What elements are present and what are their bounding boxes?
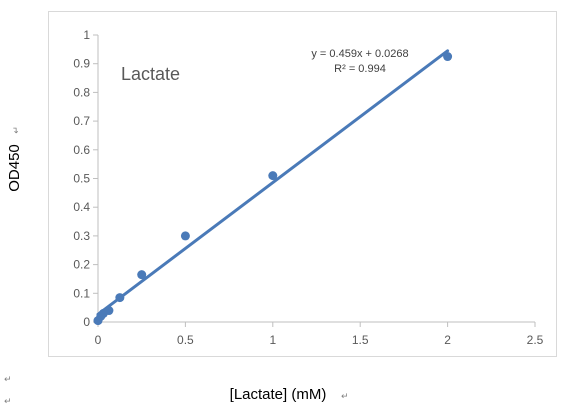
data-point xyxy=(443,52,453,62)
x-tick-label: 2 xyxy=(444,333,451,347)
data-point xyxy=(268,171,278,181)
paragraph-mark-1: ↵ xyxy=(4,375,12,385)
chart-title: Lactate xyxy=(121,64,180,84)
y-axis-title-mark: ↵ xyxy=(12,126,22,134)
data-points xyxy=(93,52,453,326)
x-tick-label: 0.5 xyxy=(177,333,194,347)
y-axis-ticks: 0 0.1 0.2 0.3 0.4 0.5 0.6 0.7 0.8 0.9 1 xyxy=(73,28,98,329)
y-tick-label: 0.6 xyxy=(73,143,90,157)
paragraph-mark-2: ↵ xyxy=(4,397,12,406)
y-tick-label: 0.3 xyxy=(73,229,90,243)
x-tick-label: 0 xyxy=(95,333,102,347)
x-tick-label: 1.5 xyxy=(352,333,369,347)
x-axis-title: [Lactate] (mM) xyxy=(230,386,327,403)
y-tick-label: 0.1 xyxy=(73,286,90,300)
y-tick-label: 0.2 xyxy=(73,258,90,272)
x-tick-label: 2.5 xyxy=(527,333,544,347)
trendline-equation: y = 0.459x + 0.0268 xyxy=(311,48,408,60)
y-axis-title: OD450 xyxy=(6,144,23,192)
data-point xyxy=(180,231,190,241)
chart-area-frame xyxy=(48,11,557,357)
data-point xyxy=(104,306,114,316)
x-axis-ticks: 0 0.5 1 1.5 2 2.5 xyxy=(95,322,544,347)
x-axis-title-mark: ↵ xyxy=(341,392,349,402)
data-point xyxy=(115,293,125,303)
y-tick-label: 0.4 xyxy=(73,200,90,214)
x-tick-label: 1 xyxy=(269,333,276,347)
data-point xyxy=(137,270,147,280)
y-tick-label: 0.9 xyxy=(73,57,90,71)
trendline xyxy=(96,49,450,316)
trendline-group xyxy=(96,49,450,316)
r-squared-label: R² = 0.994 xyxy=(334,63,386,75)
y-tick-label: 0.8 xyxy=(73,85,90,99)
y-tick-label: 1 xyxy=(83,28,90,42)
y-tick-label: 0 xyxy=(83,315,90,329)
y-tick-label: 0.5 xyxy=(73,172,90,186)
y-tick-label: 0.7 xyxy=(73,114,90,128)
